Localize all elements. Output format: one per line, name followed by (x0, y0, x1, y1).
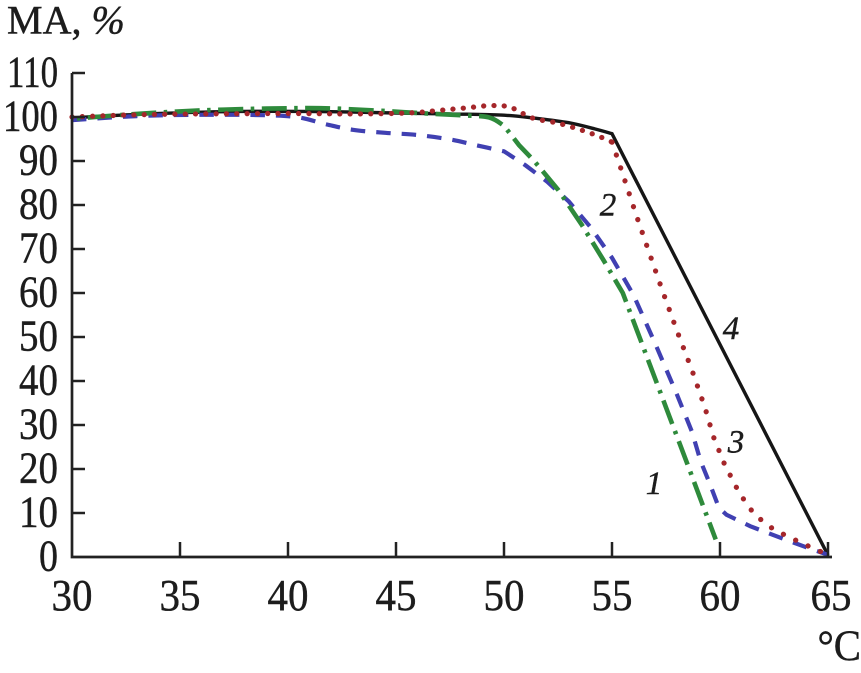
svg-text:65: 65 (811, 571, 852, 620)
svg-text:°C: °C (818, 623, 861, 670)
svg-text:50: 50 (19, 312, 58, 361)
svg-text:70: 70 (19, 224, 58, 273)
svg-text:80: 80 (19, 180, 58, 229)
svg-text:4: 4 (723, 311, 740, 347)
svg-text:55: 55 (592, 571, 633, 620)
svg-text:45: 45 (376, 571, 417, 620)
svg-text:35: 35 (160, 571, 201, 620)
svg-text:MA, %: MA, % (7, 0, 125, 43)
svg-text:2: 2 (600, 188, 617, 224)
svg-text:1: 1 (646, 466, 663, 502)
svg-text:60: 60 (700, 571, 741, 620)
svg-text:20: 20 (19, 444, 58, 493)
svg-text:40: 40 (19, 356, 58, 405)
svg-text:110: 110 (7, 48, 58, 97)
svg-text:3: 3 (727, 425, 745, 461)
svg-text:40: 40 (268, 571, 309, 620)
svg-text:90: 90 (19, 136, 58, 185)
svg-text:50: 50 (484, 571, 525, 620)
svg-text:10: 10 (19, 488, 58, 537)
svg-text:30: 30 (19, 400, 58, 449)
svg-text:100: 100 (3, 92, 58, 141)
svg-text:30: 30 (52, 571, 93, 620)
svg-text:60: 60 (19, 268, 58, 317)
svg-text:0: 0 (39, 532, 58, 581)
